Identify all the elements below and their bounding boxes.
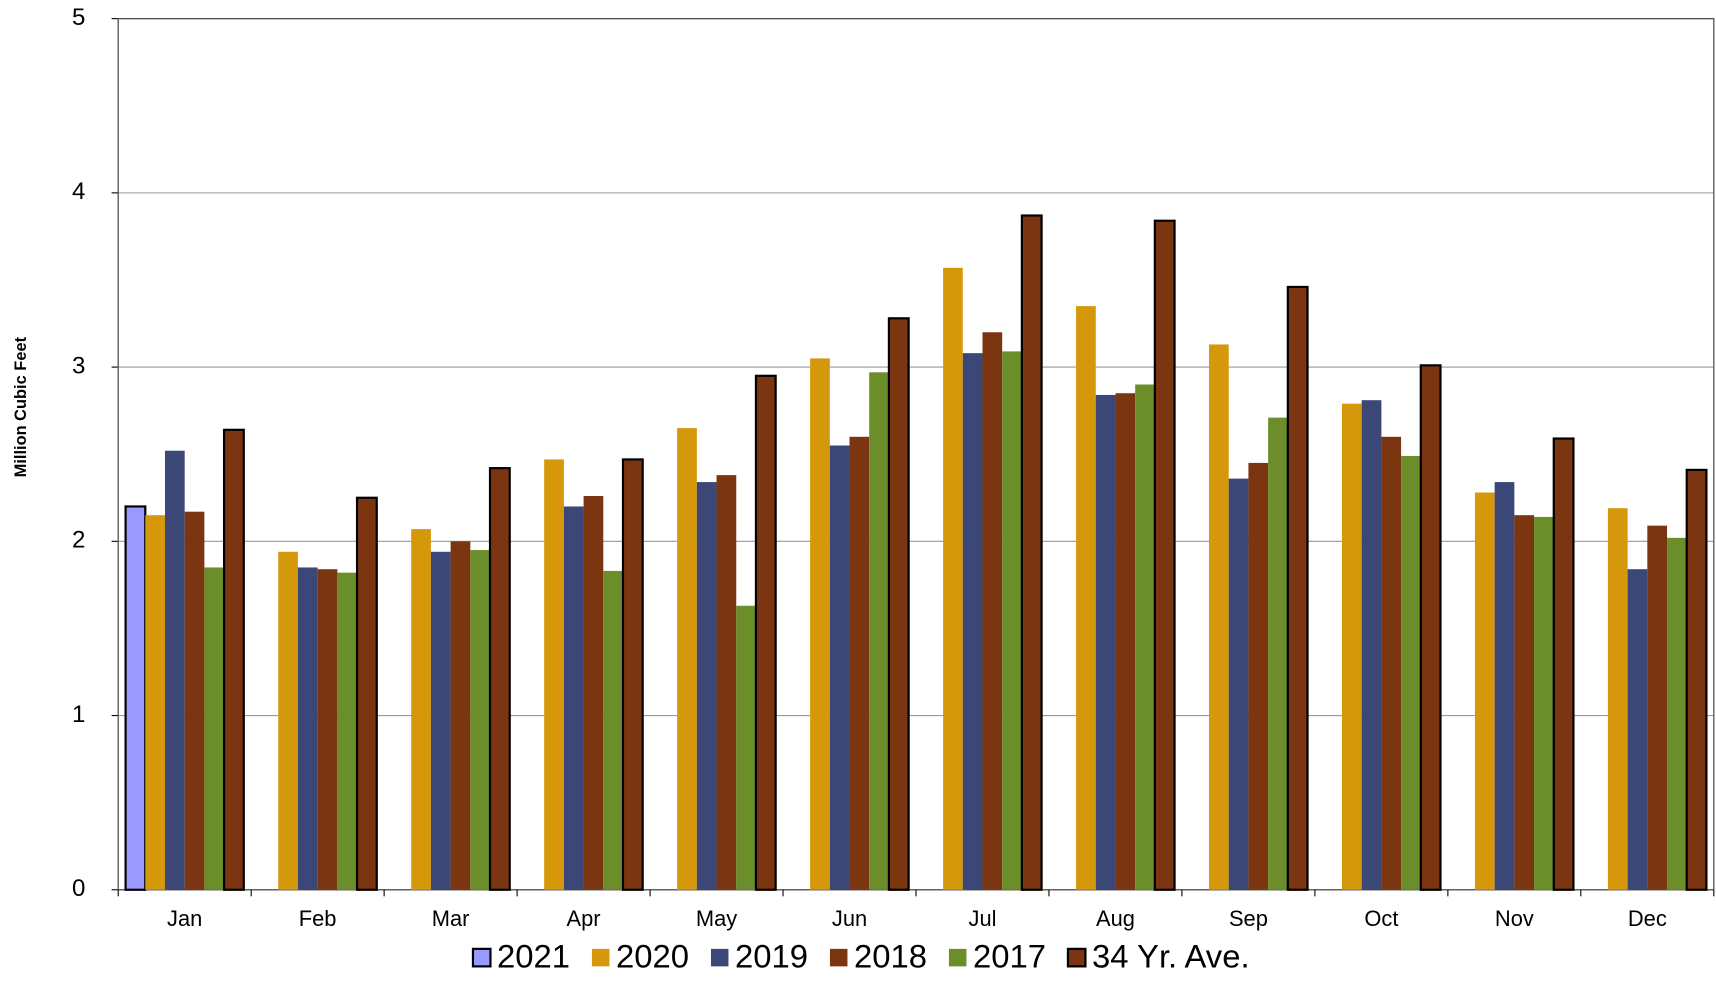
legend-label: 2021: [497, 937, 570, 974]
legend-swatch: [948, 948, 967, 967]
x-tick-label: Jul: [969, 906, 997, 931]
x-tick-label: Sep: [1229, 906, 1268, 931]
bar: [677, 428, 697, 890]
bar: [583, 496, 604, 890]
bar: [1667, 537, 1687, 890]
x-tick-label: Feb: [299, 906, 337, 931]
legend-label: 2019: [735, 937, 808, 974]
legend-swatch: [591, 948, 610, 967]
bar: [1286, 285, 1309, 891]
x-tick-label: Nov: [1495, 906, 1534, 931]
bar: [297, 567, 318, 890]
bar: [754, 374, 777, 891]
x-tick-label: Aug: [1096, 906, 1135, 931]
bar: [1419, 364, 1442, 891]
bar: [1228, 478, 1249, 890]
bar: [278, 551, 298, 890]
legend-label: 34 Yr. Ave.: [1092, 937, 1250, 974]
bar: [563, 506, 584, 890]
legend-swatch: [710, 948, 729, 967]
bar: [204, 567, 225, 890]
bar: [124, 505, 147, 891]
y-tick-label: 4: [72, 178, 85, 205]
bar: [1627, 569, 1648, 890]
legend-label: 2017: [973, 937, 1046, 974]
bar: [962, 353, 983, 890]
y-axis-label: Million Cubic Feet: [12, 336, 30, 477]
legend-swatch: [829, 948, 848, 967]
x-tick-label: Apr: [567, 906, 601, 931]
x-tick-label: Oct: [1364, 906, 1398, 931]
y-tick-label: 3: [72, 352, 85, 379]
bar: [716, 475, 737, 890]
bar: [1552, 437, 1575, 891]
bar: [430, 551, 451, 890]
bar: [1115, 393, 1136, 890]
bar: [1685, 468, 1708, 891]
bar: [1153, 219, 1176, 891]
x-tick-label: Jan: [167, 906, 202, 931]
y-tick-label: 5: [72, 4, 85, 31]
bar: [1474, 492, 1495, 890]
bar: [164, 450, 185, 890]
bar: [1494, 482, 1515, 890]
bar: [1076, 306, 1096, 890]
bar: [736, 605, 756, 890]
legend-swatch: [471, 947, 492, 968]
bar: [829, 445, 850, 890]
x-tick-label: Jun: [832, 906, 867, 931]
y-tick-label: 2: [72, 527, 85, 554]
bar: [1647, 525, 1668, 890]
bar: [1534, 516, 1554, 890]
y-tick-label: 0: [72, 875, 85, 902]
x-tick-label: May: [696, 906, 737, 931]
bar: [317, 569, 338, 890]
y-tick-label: 1: [72, 701, 85, 728]
bar: [1248, 462, 1269, 890]
x-tick-label: Dec: [1628, 906, 1667, 931]
bar: [1020, 214, 1043, 891]
bar: [1381, 436, 1402, 890]
x-tick-label: Mar: [432, 906, 470, 931]
bar: [337, 572, 358, 890]
legend-label: 2020: [616, 937, 689, 974]
bar: [1341, 403, 1362, 890]
bar: [621, 458, 644, 891]
bar: [696, 482, 717, 890]
legend-label: 2018: [854, 937, 927, 974]
bar: [488, 467, 511, 891]
bar: [450, 541, 471, 890]
bar: [1268, 417, 1288, 890]
bar: [1209, 344, 1229, 890]
bar: [869, 372, 889, 890]
bar: [603, 570, 623, 890]
bar: [1135, 384, 1155, 890]
bar: [982, 332, 1003, 890]
bar: [544, 459, 564, 890]
bar: [1095, 394, 1116, 890]
bar: [810, 358, 830, 890]
bar: [355, 496, 378, 891]
legend-swatch: [1066, 947, 1087, 968]
bar: [1401, 455, 1421, 890]
bar: [222, 428, 245, 891]
bar: [1002, 351, 1022, 890]
bar: [1514, 515, 1535, 890]
bar: [470, 550, 491, 890]
bar: [849, 436, 870, 890]
bar: [943, 267, 963, 890]
bar: [184, 511, 205, 890]
bar: [1607, 508, 1628, 890]
bar: [887, 317, 910, 891]
bar: [1361, 400, 1382, 890]
bar: [145, 515, 165, 890]
bar: [411, 529, 431, 890]
